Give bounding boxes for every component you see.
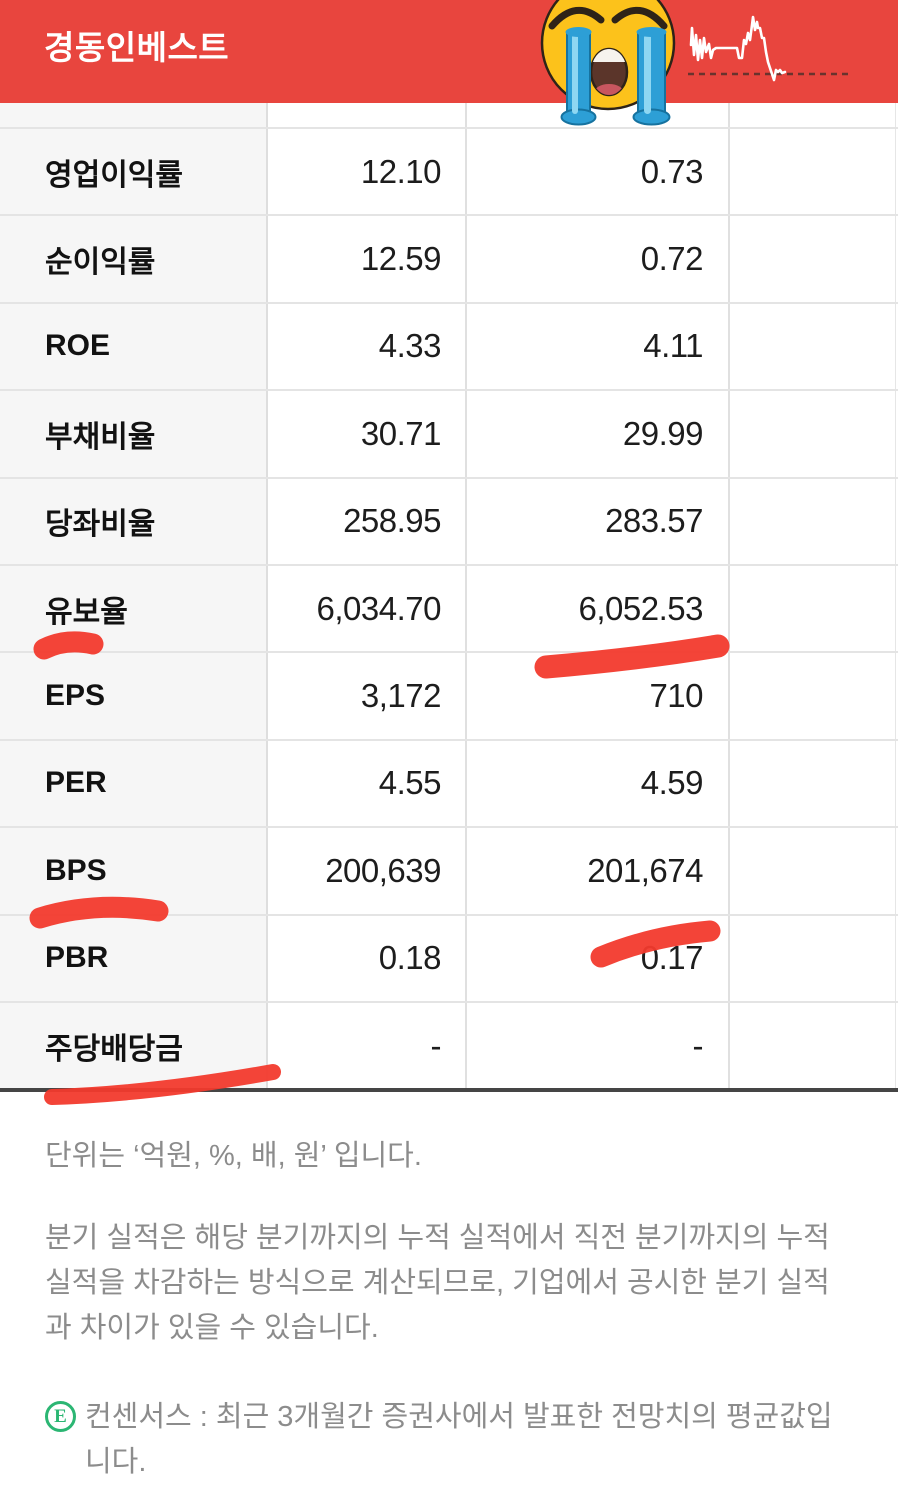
metric-value: 201,674	[467, 828, 730, 914]
metrics-table-body: 영업이익률 12.10 0.73 순이익률 12.59 0.72 ROE 4.33 4.11 부채…	[0, 127, 898, 1089]
metric-value: -	[268, 1002, 467, 1089]
metric-value: 3,172	[268, 653, 467, 739]
table-row: 당좌비율 258.95 283.57	[0, 476, 898, 564]
metric-value: 0.18	[268, 915, 467, 1001]
metric-value	[730, 391, 896, 477]
table-row: BPS 200,639 201,674	[0, 826, 898, 914]
quarterly-calculation-note: 분기 실적은 해당 분기까지의 누적 실적에서 직전 분기까지의 누적 실적을 …	[45, 1222, 830, 1345]
metric-value: 283.57	[467, 478, 730, 564]
metric-label: 당좌비율	[0, 478, 268, 564]
metric-value: 0.73	[467, 129, 730, 215]
table-row: PER 4.55 4.59	[0, 738, 898, 827]
metric-label: 순이익률	[0, 216, 268, 302]
footnotes: 단위는 ‘억원, %, 배, 원’ 입니다. 분기 실적은 해당 분기까지의 누…	[0, 1092, 898, 1485]
stock-name-title: 경동인베스트	[44, 28, 230, 66]
table-row: 주당배당금 - -	[0, 1000, 898, 1089]
metric-value: 258.95	[268, 478, 467, 564]
metric-value: 4.11	[467, 303, 730, 390]
metric-label: PER	[0, 740, 268, 827]
table-row: 부채비율 30.71 29.99	[0, 389, 898, 477]
metric-label: BPS	[0, 828, 268, 914]
table-row: ROE 4.33 4.11	[0, 301, 898, 390]
metric-value: 30.71	[268, 391, 467, 477]
table-row: EPS 3,172 710	[0, 651, 898, 739]
metric-label: 주당배당금	[0, 1002, 268, 1089]
metric-value: 6,034.70	[268, 565, 467, 652]
metric-value	[730, 129, 896, 215]
consensus-e-circle-icon: E	[45, 1401, 76, 1433]
app-header: 경동인베스트	[0, 0, 898, 103]
metric-value	[730, 828, 896, 914]
metric-value: 4.33	[268, 303, 467, 390]
financial-metrics-table: 영업이익률 12.10 0.73 순이익률 12.59 0.72 ROE 4.33 4.11 부채…	[0, 103, 898, 1093]
metric-value	[730, 1002, 896, 1089]
metric-value	[730, 216, 896, 302]
metric-value: 200,639	[268, 828, 467, 914]
metric-label: 영업이익률	[0, 129, 268, 215]
table-row: 영업이익률 12.10 0.73	[0, 127, 898, 215]
metric-value	[730, 740, 896, 827]
metric-value: 4.55	[268, 740, 467, 827]
metric-value	[730, 915, 896, 1001]
metric-value: -	[467, 1002, 730, 1089]
crying-emoji-icon	[540, 0, 676, 126]
metric-value: 4.59	[467, 740, 730, 827]
units-note: 단위는 ‘억원, %, 배, 원’ 입니다.	[45, 1140, 422, 1173]
metric-label: PBR	[0, 915, 268, 1001]
consensus-icon-letter: E	[54, 1406, 67, 1428]
metric-value: 710	[467, 653, 730, 739]
metric-label: 유보율	[0, 565, 268, 652]
consensus-note: E 컨센서스 : 최근 3개월간 증권사에서 발표한 전망치의 평균값입니다.	[45, 1395, 853, 1485]
metric-value	[730, 653, 896, 739]
consensus-note-text: 컨센서스 : 최근 3개월간 증권사에서 발표한 전망치의 평균값입니다.	[85, 1401, 833, 1479]
table-row: 순이익률 12.59 0.72	[0, 214, 898, 302]
metric-value	[730, 478, 896, 564]
metric-label: ROE	[0, 303, 268, 390]
metric-value: 0.17	[467, 915, 730, 1001]
table-row: PBR 0.18 0.17	[0, 913, 898, 1001]
table-row-partial	[0, 103, 898, 127]
tear-streams	[560, 27, 671, 126]
table-row: 유보율 6,034.70 6,052.53	[0, 563, 898, 652]
metric-value: 12.59	[268, 216, 467, 302]
metric-value	[730, 103, 896, 127]
metric-value: 12.10	[268, 129, 467, 215]
metric-label	[0, 103, 268, 127]
metric-value	[268, 103, 467, 127]
metric-value: 0.72	[467, 216, 730, 302]
metric-label: EPS	[0, 653, 268, 739]
metric-value	[730, 565, 896, 652]
price-sparkline-chart	[688, 15, 852, 82]
metric-value: 6,052.53	[467, 565, 730, 652]
sparkline-price-line	[689, 15, 787, 82]
metric-value	[730, 303, 896, 390]
metric-value: 29.99	[467, 391, 730, 477]
metric-label: 부채비율	[0, 391, 268, 477]
